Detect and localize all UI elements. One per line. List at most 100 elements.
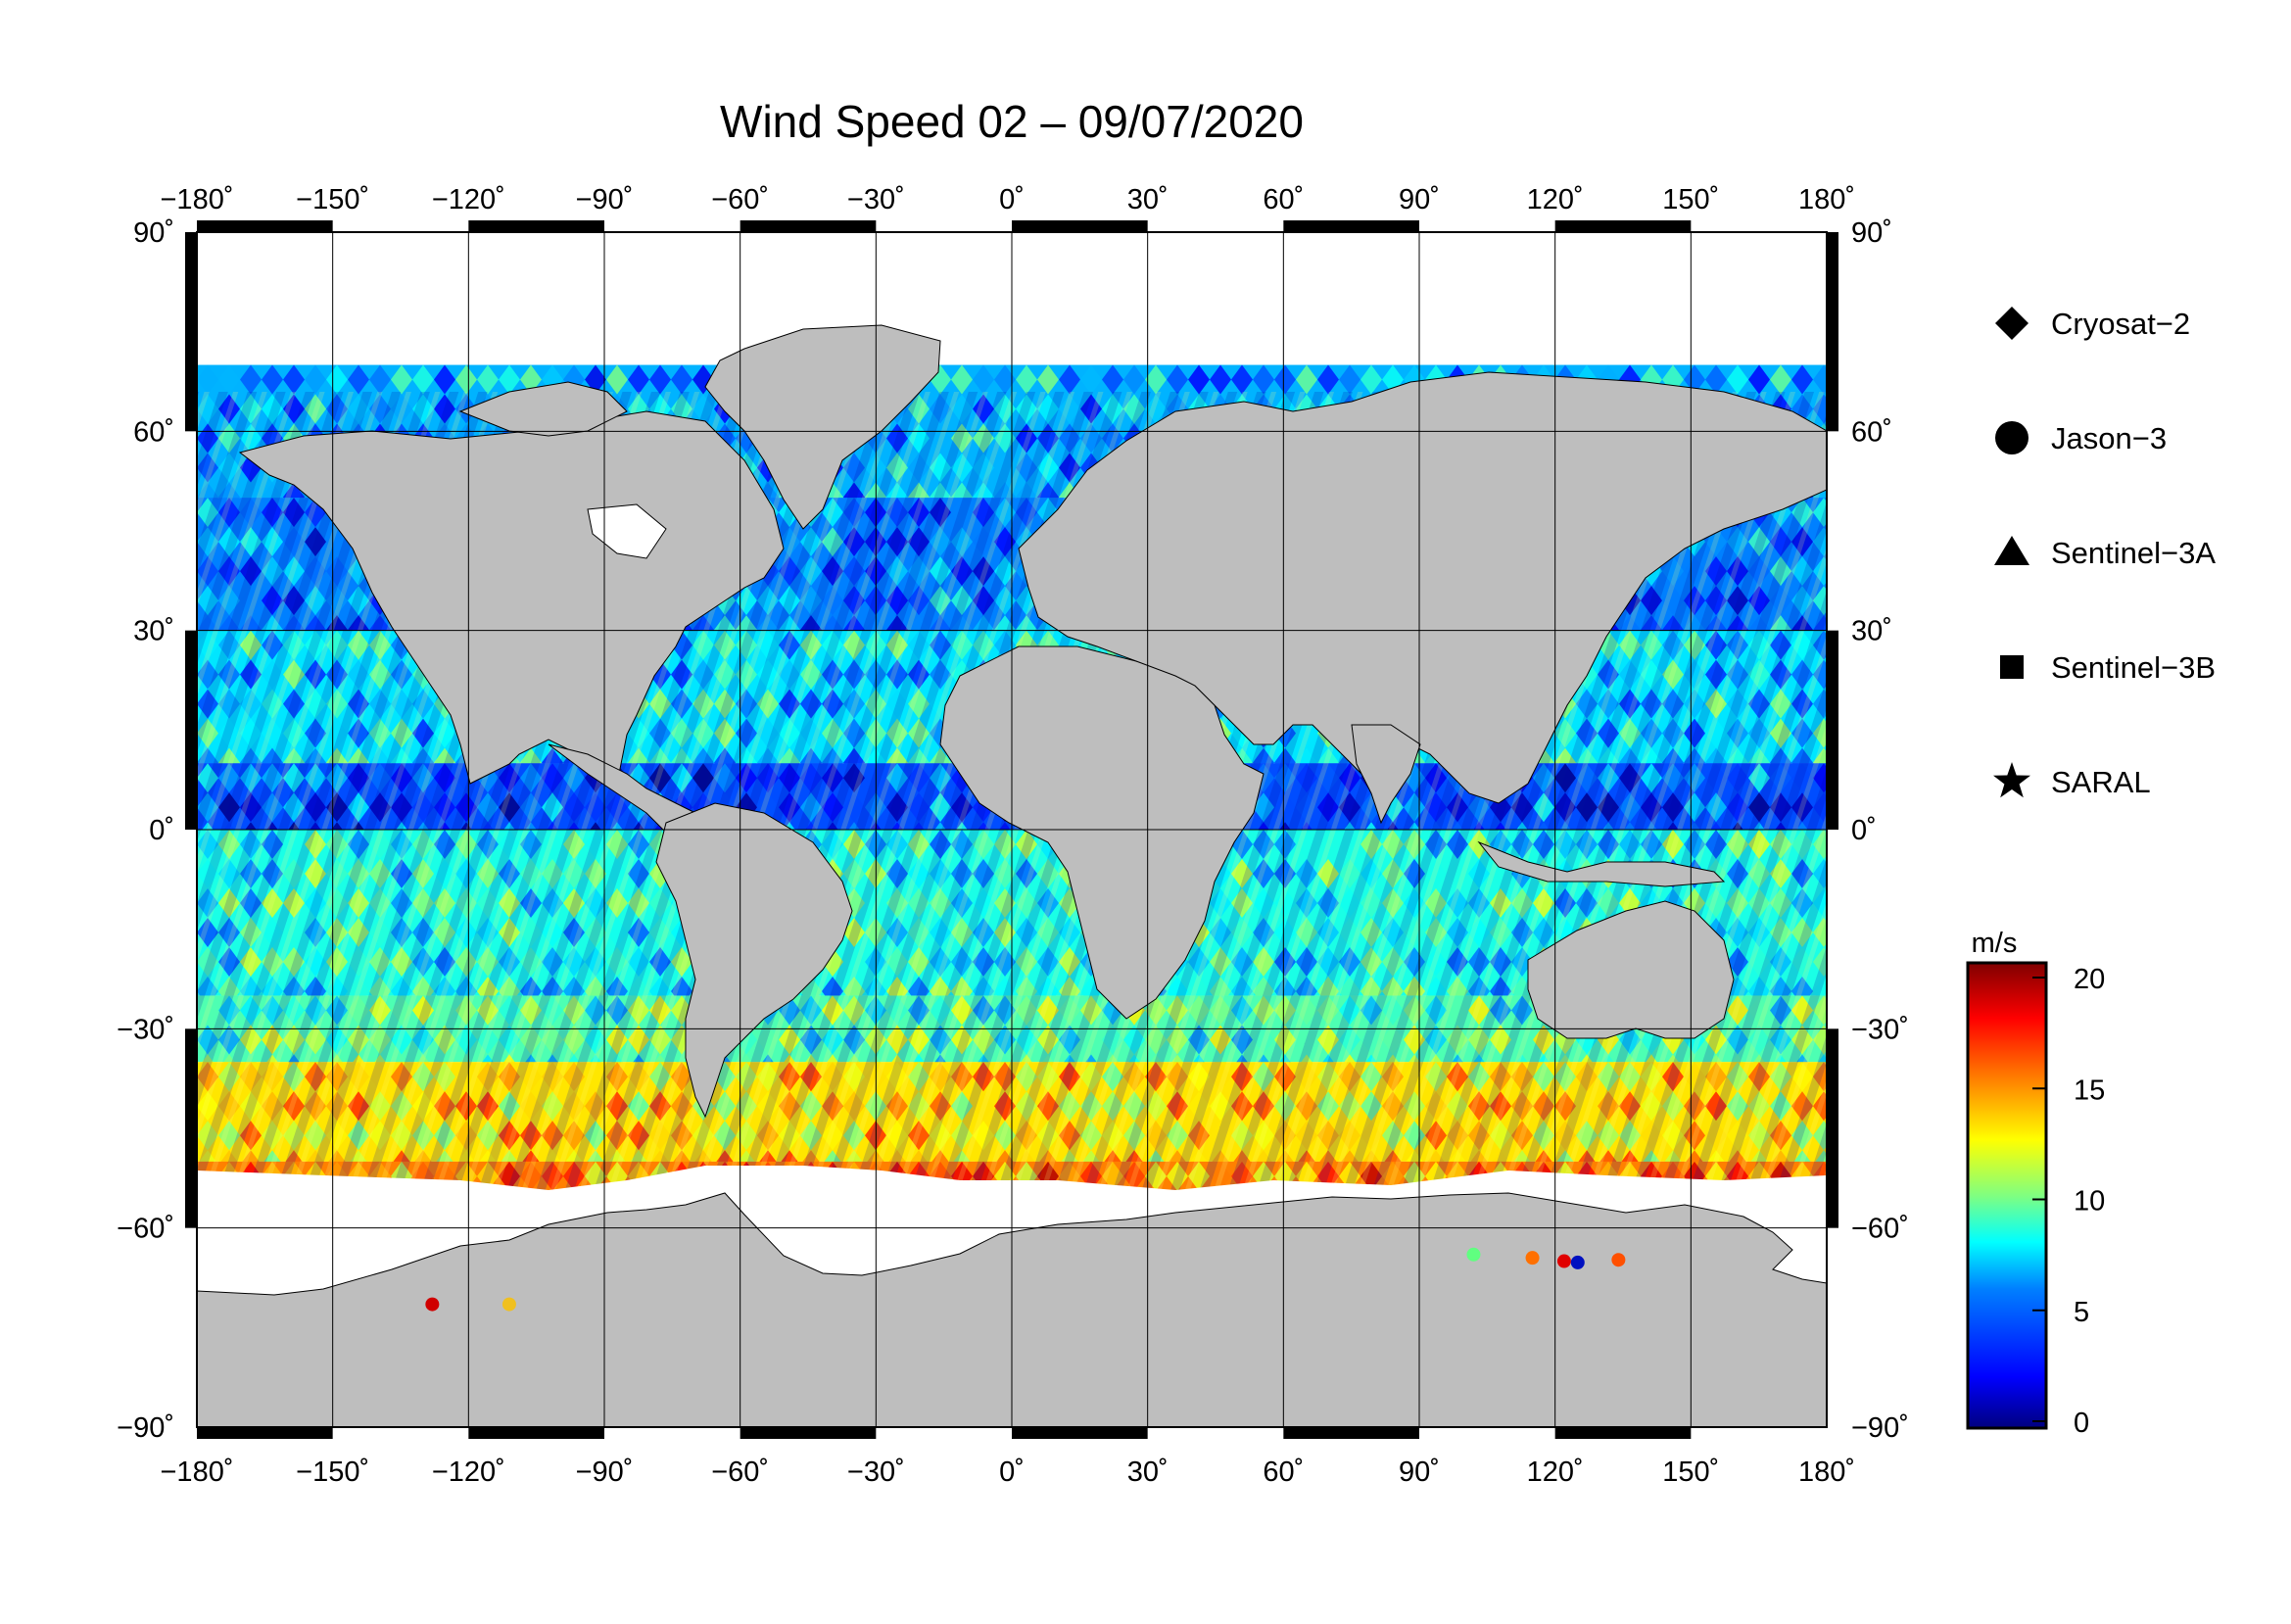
legend-label: Sentinel−3A	[2051, 536, 2216, 570]
lat-label-right: 90˚	[1851, 217, 1892, 249]
lon-label-bottom: −90˚	[576, 1457, 634, 1488]
frame-bar-top	[740, 220, 877, 232]
wind-cell	[283, 364, 305, 395]
eurasia	[1018, 371, 1827, 804]
lon-label-bottom: 120˚	[1527, 1457, 1584, 1488]
lon-label-bottom: 0˚	[999, 1457, 1025, 1488]
frame-bar-left	[185, 630, 197, 830]
wind-cell	[994, 364, 1016, 395]
wind-cell	[1360, 364, 1382, 395]
frame-bar-top	[197, 220, 333, 232]
south-america	[655, 802, 853, 1119]
lon-label-top: −120˚	[432, 184, 505, 215]
lon-label-bottom: 30˚	[1127, 1457, 1169, 1488]
colorbar-gradient	[1966, 961, 2048, 1430]
lon-label-top: 30˚	[1127, 184, 1169, 215]
wind-cell	[1705, 364, 1727, 395]
wind-cell	[1274, 364, 1296, 395]
wind-cell	[1684, 364, 1705, 395]
frame-bar-top	[1283, 220, 1419, 232]
lon-label-bottom: −120˚	[432, 1457, 505, 1488]
lat-label-left: 30˚	[133, 616, 174, 647]
circle-icon	[1995, 421, 2028, 454]
satellite-markers	[425, 1247, 1626, 1312]
wind-cell	[1339, 364, 1360, 395]
frame-bar-bottom	[197, 1427, 333, 1439]
colorbar-unit: m/s	[1972, 928, 2018, 959]
india	[1351, 724, 1421, 825]
hudson-bay	[587, 503, 667, 559]
lon-label-bottom: 180˚	[1798, 1457, 1855, 1488]
satellite-marker	[1525, 1251, 1540, 1266]
satellite-marker	[425, 1297, 440, 1312]
wind-cell	[1123, 364, 1145, 395]
lon-label-top: −90˚	[576, 184, 634, 215]
wind-cell	[305, 364, 326, 395]
wind-cell	[262, 364, 283, 395]
wind-cell	[606, 364, 628, 395]
longitude-labels-top: −180˚ −150˚ −120˚ −90˚ −60˚ −30˚ 0˚ 30˚ 60˚ 90˚ 12…	[161, 184, 1856, 215]
lat-label-right: −60˚	[1851, 1214, 1909, 1245]
frame-scale-bars	[185, 220, 1838, 1439]
wind-cell	[1748, 364, 1770, 395]
lon-label-top: −180˚	[161, 184, 234, 215]
lat-label-right: −90˚	[1851, 1412, 1909, 1444]
arctic-islands	[458, 381, 628, 437]
colorbar-tick-label: 10	[2074, 1186, 2105, 1218]
triangle-icon	[1994, 536, 2029, 565]
lat-label-right: 0˚	[1851, 815, 1877, 846]
wind-cell	[671, 364, 692, 395]
frame-bar-right	[1827, 1028, 1838, 1228]
lat-label-left: 60˚	[133, 416, 174, 448]
wind-cell	[1296, 364, 1317, 395]
wind-cell	[1037, 364, 1059, 395]
lon-label-bottom: 60˚	[1263, 1457, 1304, 1488]
lon-label-bottom: −30˚	[847, 1457, 905, 1488]
lon-label-bottom: −180˚	[161, 1457, 234, 1488]
legend-item: Sentinel−3B	[2000, 650, 2216, 685]
frame-bar-top	[1554, 220, 1692, 232]
legend-label: Cryosat−2	[2051, 307, 2190, 341]
legend-item: Cryosat−2	[1995, 307, 2190, 341]
frame-bar-top	[468, 220, 604, 232]
wind-cell	[1145, 364, 1167, 395]
square-icon	[2000, 655, 2024, 679]
satellite-marker	[1466, 1247, 1481, 1262]
lat-label-right: 60˚	[1851, 416, 1892, 448]
lon-label-top: 120˚	[1527, 184, 1584, 215]
wind-cell	[1080, 364, 1102, 395]
frame-bar-bottom	[1283, 1427, 1419, 1439]
wind-cell	[973, 364, 994, 395]
wind-cell	[477, 364, 499, 395]
legend-item: Jason−3	[1995, 421, 2167, 455]
lon-label-bottom: 150˚	[1662, 1457, 1719, 1488]
colorbar-tick-label: 5	[2074, 1297, 2089, 1328]
diamond-icon	[1995, 307, 2028, 340]
lon-label-top: −60˚	[711, 184, 769, 215]
wind-cell	[1770, 364, 1791, 395]
lat-label-right: 30˚	[1851, 616, 1892, 647]
wind-cell	[499, 364, 520, 395]
map-grid	[197, 232, 1827, 1427]
wind-cell	[455, 364, 477, 395]
lat-label-left: −90˚	[117, 1412, 174, 1444]
frame-bar-left	[185, 1028, 197, 1228]
wind-cell	[1231, 364, 1253, 395]
colorbar-tick-label: 15	[2074, 1075, 2105, 1106]
colorbar-ticks: 20 15 10 5 0	[2032, 964, 2105, 1439]
frame-bar-left	[185, 232, 197, 432]
wind-cell	[348, 364, 369, 395]
wind-cell	[1317, 364, 1339, 395]
wind-cell	[1210, 364, 1231, 395]
latitude-labels-right: 90˚ 60˚ 30˚ 0˚ −30˚ −60˚ −90˚	[1851, 217, 1909, 1444]
wind-cell	[412, 364, 434, 395]
wind-cell	[1016, 364, 1037, 395]
lon-label-bottom: −60˚	[711, 1457, 769, 1488]
legend-label: SARAL	[2051, 765, 2151, 799]
wind-cell	[649, 364, 671, 395]
wind-cell	[218, 364, 240, 395]
wind-cell	[326, 364, 348, 395]
wind-cell	[197, 364, 218, 395]
lon-label-top: 90˚	[1399, 184, 1440, 215]
